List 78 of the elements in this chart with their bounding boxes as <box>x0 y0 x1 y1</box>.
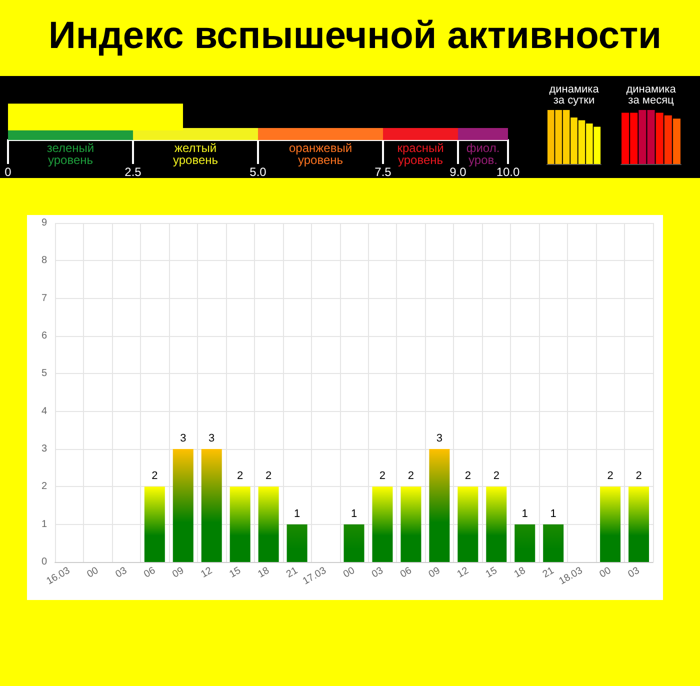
x-tick-label: 03 <box>114 565 130 580</box>
bar <box>594 126 601 164</box>
bar <box>600 486 621 562</box>
x-tick-label: 15 <box>228 565 244 580</box>
y-tick-label: 5 <box>41 368 48 380</box>
x-tick-label: 15 <box>484 565 500 580</box>
chart-title: Индекс вспышечной активности <box>48 15 662 57</box>
data-label: 1 <box>550 508 556 520</box>
x-tick-label: 21 <box>540 565 556 580</box>
bar <box>656 112 664 164</box>
data-label: 1 <box>522 508 528 520</box>
y-tick-label: 8 <box>41 255 48 266</box>
bar <box>230 486 250 562</box>
y-tick-label: 1 <box>41 518 48 530</box>
bar <box>372 486 393 562</box>
x-tick-label: 12 <box>456 565 472 580</box>
data-label: 2 <box>607 470 614 482</box>
x-tick-label: 06 <box>142 565 158 580</box>
x-tick-label: 21 <box>284 565 300 580</box>
x-tick-label: 0 <box>4 165 12 179</box>
data-label: 1 <box>350 508 358 520</box>
bar <box>144 486 165 562</box>
bar <box>672 118 680 164</box>
y-tick-label: 2 <box>41 481 48 492</box>
band-label: фиол. уров. <box>466 141 500 167</box>
x-tick-label: 03 <box>626 565 642 580</box>
bar <box>628 486 650 562</box>
chart-title: динамика за месяц <box>626 84 677 106</box>
data-label: 2 <box>464 470 471 482</box>
bar <box>429 449 450 562</box>
x-tick-label: 06 <box>398 565 414 580</box>
bar <box>400 486 422 562</box>
data-label: 2 <box>408 470 414 482</box>
data-label: 3 <box>180 432 186 444</box>
band-label: желтый уровень <box>172 141 218 167</box>
x-tick-label: 00 <box>598 565 614 580</box>
bar <box>543 524 564 562</box>
bar <box>458 486 478 562</box>
bar <box>344 524 364 562</box>
band-label: оранжевый уровень <box>288 141 352 167</box>
x-tick-label: 12 <box>199 565 215 580</box>
x-tick-label: 00 <box>342 565 358 580</box>
data-label: 2 <box>237 470 244 482</box>
x-tick-label: 00 <box>85 565 101 580</box>
x-tick-label: 18 <box>256 565 272 580</box>
y-tick-label: 0 <box>41 556 48 568</box>
bar <box>201 449 222 562</box>
x-tick-label: 9.0 <box>450 165 467 179</box>
bar <box>286 524 308 562</box>
chart-title: динамика за сутки <box>549 84 600 106</box>
x-tick-label: 03 <box>370 565 386 580</box>
y-tick-label: 9 <box>41 218 48 228</box>
bar <box>664 115 672 164</box>
data-label: 2 <box>636 470 642 482</box>
x-tick-label: 7.5 <box>374 165 392 179</box>
x-tick-label: 09 <box>170 565 186 580</box>
data-label: 2 <box>379 470 386 482</box>
data-label: 3 <box>208 432 215 444</box>
x-tick-label: 2.5 <box>124 165 142 179</box>
band-label: зеленый уровень <box>46 141 94 167</box>
data-label: 2 <box>266 470 272 482</box>
x-tick-label: 10.0 <box>496 165 520 179</box>
y-tick-label: 3 <box>41 444 48 454</box>
x-tick-label: 5.0 <box>250 165 267 179</box>
band-label: красный уровень <box>397 141 444 167</box>
data-label: 1 <box>294 508 300 520</box>
bar <box>486 486 507 562</box>
y-tick-label: 7 <box>41 292 48 304</box>
y-tick-label: 4 <box>41 406 48 417</box>
bar <box>258 486 279 562</box>
bar <box>172 449 194 562</box>
data-label: 2 <box>493 470 500 482</box>
y-tick-label: 6 <box>41 330 48 342</box>
x-tick-label: 18 <box>512 565 528 580</box>
x-tick-label: 09 <box>427 565 443 580</box>
data-label: 2 <box>152 470 158 482</box>
data-label: 3 <box>436 432 442 444</box>
bar <box>514 524 536 562</box>
